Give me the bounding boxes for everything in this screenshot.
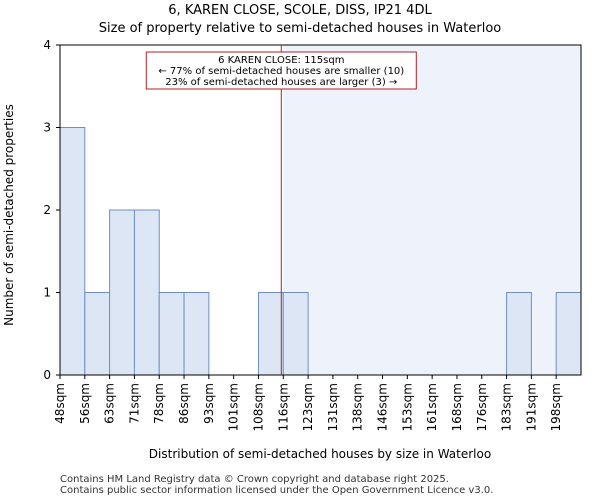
footer-line-2: Contains public sector information licen…	[60, 485, 494, 496]
bar-56sqm	[84, 292, 111, 376]
bars-group	[59, 127, 582, 376]
x-tick-label: 63sqm	[103, 383, 117, 424]
x-tick-label: 78sqm	[152, 383, 166, 424]
y-tick-label: 2	[43, 203, 51, 217]
x-tick-label: 191sqm	[524, 383, 538, 431]
chart-title: 6, KAREN CLOSE, SCOLE, DISS, IP21 4DL	[168, 3, 432, 18]
x-tick-label: 131sqm	[326, 383, 340, 431]
x-tick-label: 146sqm	[376, 383, 390, 431]
bar-71sqm	[133, 209, 160, 376]
x-tick-label: 86sqm	[177, 383, 191, 424]
x-tick-label: 116sqm	[276, 383, 290, 431]
y-tick-label: 1	[43, 286, 51, 300]
x-tick-label: 153sqm	[400, 383, 414, 431]
x-axis-label: Distribution of semi-detached houses by …	[149, 447, 491, 461]
bar-198sqm	[555, 292, 582, 376]
annotation-box	[145, 51, 417, 90]
bar-78sqm	[158, 292, 185, 376]
x-tick-label: 101sqm	[227, 383, 241, 431]
x-tick-label: 48sqm	[53, 383, 67, 424]
annotation-line-2: ← 77% of semi-detached houses are smalle…	[158, 66, 404, 77]
bar-116sqm	[282, 292, 309, 376]
footer-line-1: Contains HM Land Registry data © Crown c…	[60, 474, 449, 485]
bar-183sqm	[506, 292, 532, 376]
bar-48sqm	[59, 127, 86, 376]
x-tick-label: 108sqm	[251, 383, 265, 431]
annotation-line-3: 23% of semi-detached houses are larger (…	[165, 77, 397, 88]
x-tick-label: 71sqm	[127, 383, 141, 424]
y-axis-label: Number of semi-detached properties	[2, 104, 16, 326]
bar-108sqm	[257, 292, 284, 376]
y-tick-label: 0	[43, 368, 51, 382]
y-tick-label: 3	[43, 121, 51, 135]
x-tick-label: 176sqm	[475, 383, 489, 431]
x-tick-label: 161sqm	[425, 383, 439, 431]
highlight-region	[283, 45, 581, 375]
y-tick-label: 4	[43, 38, 51, 52]
x-tick-label: 198sqm	[549, 383, 563, 431]
x-tick-label: 93sqm	[202, 383, 216, 424]
x-tick-label: 56sqm	[78, 383, 92, 424]
x-tick-label: 168sqm	[450, 383, 464, 431]
bar-86sqm	[183, 292, 210, 376]
x-tick-label: 123sqm	[301, 383, 315, 431]
x-tick-label: 138sqm	[351, 383, 365, 431]
x-tick-label: 183sqm	[500, 383, 514, 431]
bar-63sqm	[109, 209, 135, 376]
x-ticks-group: 48sqm 56sqm 63sqm 71sqm 78sqm 86sqm 93sqm 101sq…	[53, 375, 563, 431]
chart-subtitle: Size of property relative to semi-detach…	[99, 21, 502, 36]
y-ticks-group: 0 1 2 3 4	[43, 38, 60, 382]
annotation-line-1: 6 KAREN CLOSE: 115sqm	[218, 55, 344, 66]
